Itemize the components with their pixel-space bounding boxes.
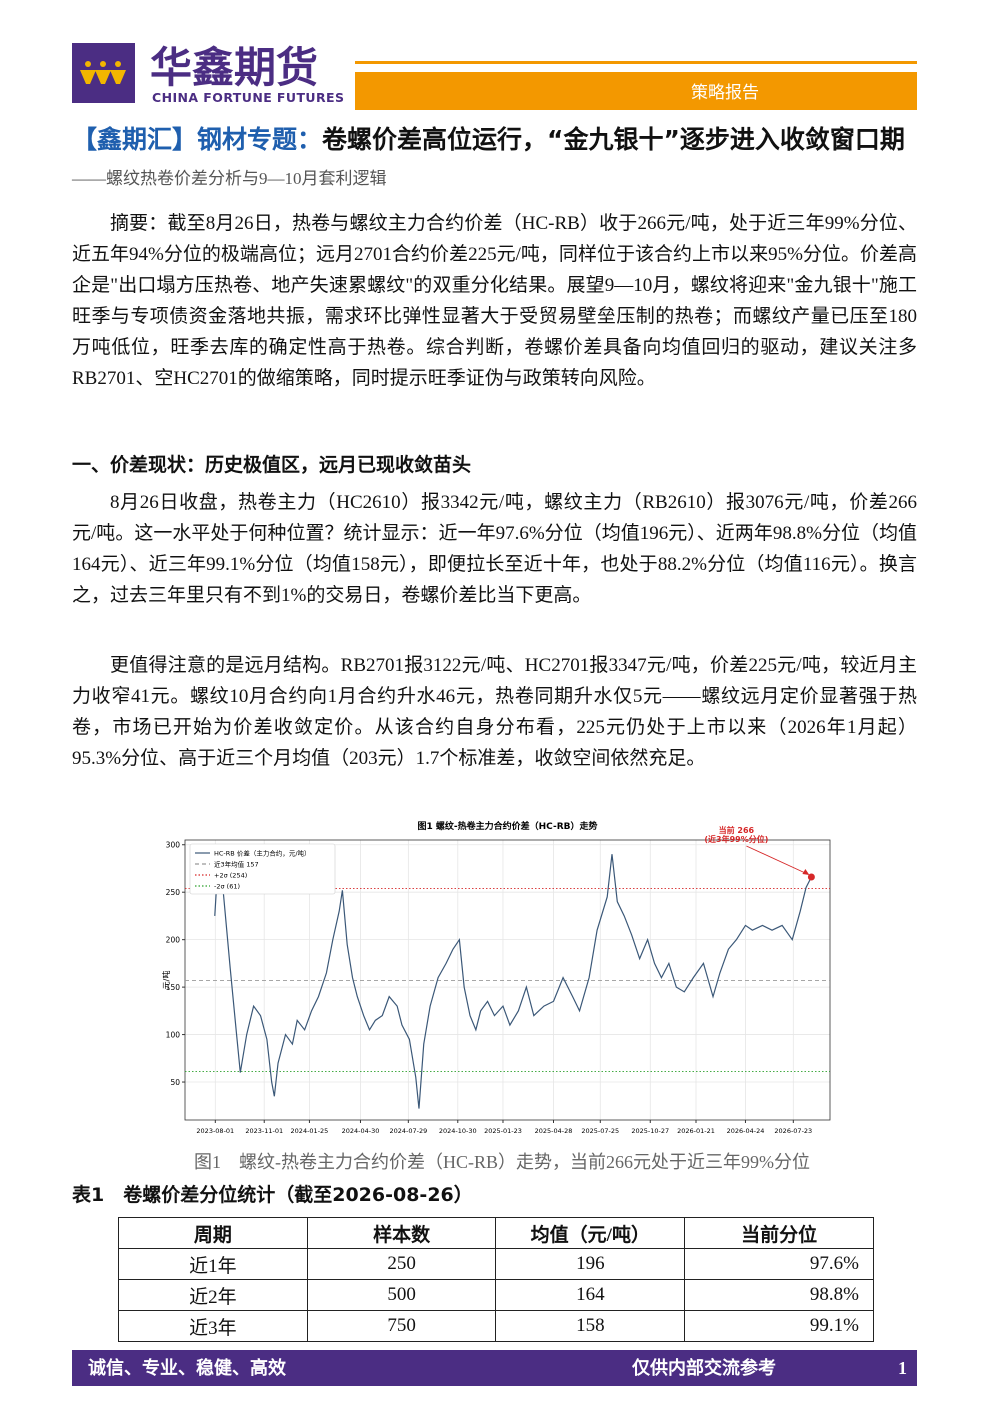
title: 【鑫期汇】钢材专题：卷螺价差高位运行，“金九银十”逐步进入收敛窗口期 ——螺纹热卷… bbox=[72, 122, 922, 197]
x-tick-label: 2025-07-25 bbox=[581, 1127, 619, 1135]
x-tick-label: 2025-01-23 bbox=[484, 1127, 522, 1135]
x-tick-label: 2024-04-30 bbox=[342, 1127, 380, 1135]
header-line bbox=[355, 61, 917, 64]
paragraph: 8月26日收盘，热卷主力（HC2610）报3342元/吨，螺纹主力（RB2610… bbox=[72, 492, 917, 606]
x-tick-label: 2023-08-01 bbox=[196, 1127, 234, 1135]
x-tick-label: 2024-07-29 bbox=[389, 1127, 427, 1135]
plot-frame bbox=[184, 839, 831, 1121]
cell: 158 bbox=[495, 1310, 686, 1342]
figure-caption: 图1 螺纹-热卷主力合约价差（HC-RB）走势，当前266元处于近三年99%分位 bbox=[194, 1152, 810, 1172]
cell: 99.1% bbox=[684, 1310, 874, 1342]
y-tick-label: 200 bbox=[166, 936, 181, 945]
legend-label: HC-RB 价差（主力合约，元/吨） bbox=[214, 849, 311, 858]
title-main: 卷螺价差高位运行，“金九银十”逐步进入收敛窗口期 bbox=[322, 125, 905, 154]
annotation-arrow bbox=[746, 845, 808, 875]
y-tick-label: 150 bbox=[166, 983, 181, 992]
table: 周期 样本数 均值（元/吨） 当前分位 近1年 250 196 97.6% 近2年 50… bbox=[118, 1217, 874, 1342]
cell: 近2年 bbox=[118, 1279, 308, 1311]
cell: 近3年 bbox=[118, 1310, 308, 1342]
cell: 250 bbox=[306, 1248, 497, 1280]
y-tick-label: 250 bbox=[166, 888, 181, 897]
y-tick-label: 50 bbox=[170, 1078, 180, 1087]
x-tick-label: 2025-04-28 bbox=[535, 1127, 573, 1135]
y-axis-label: 元/吨 bbox=[161, 971, 171, 990]
x-tick-label: 2025-10-27 bbox=[631, 1127, 669, 1135]
cell: 196 bbox=[495, 1248, 686, 1280]
cell: 750 bbox=[306, 1310, 497, 1342]
column-header: 周期 bbox=[118, 1217, 308, 1249]
legend: HC-RB 价差（主力合约，元/吨） 近3年均值 157 +2σ (254) -2σ … bbox=[189, 843, 336, 895]
legend-label: +2σ (254) bbox=[214, 872, 247, 880]
brand: 华鑫期货 bbox=[150, 43, 318, 92]
legend-box bbox=[189, 843, 336, 895]
paragraph: 更值得注意的是远月结构。RB2701报3122元/吨、HC2701报3347元/… bbox=[72, 655, 917, 769]
footer-slogan: 诚信、专业、稳健、高效 bbox=[88, 1358, 286, 1378]
table-row: 近3年 750 158 99.1% bbox=[118, 1310, 874, 1342]
section-heading: 一、价差现状：历史极值区，远月已现收敛苗头 bbox=[72, 454, 472, 476]
header: 华鑫期货 CHINA FORTUNE FUTURES 策略报告 bbox=[72, 43, 917, 110]
x-tick-label: 2023-11-01 bbox=[245, 1127, 283, 1135]
chart: 图1 螺纹-热卷主力合约价差（HC-RB）走势元/吨 50 100 150 200 250… bbox=[161, 820, 831, 1135]
cell: 97.6% bbox=[684, 1248, 874, 1280]
cell: 近1年 bbox=[118, 1248, 308, 1280]
abstract: 摘要：截至8月26日，热卷与螺纹主力合约价差（HC-RB）收于266元/吨，处于… bbox=[72, 213, 917, 389]
x-tick-label: 2026-07-23 bbox=[774, 1127, 812, 1135]
series-line bbox=[214, 854, 812, 1109]
cell: 98.8% bbox=[684, 1279, 874, 1311]
subtitle: ——螺纹热卷价差分析与9—10月套利逻辑 bbox=[72, 169, 387, 188]
y-tick-label: 100 bbox=[166, 1031, 181, 1040]
cell: 500 bbox=[306, 1279, 497, 1311]
column-header: 样本数 bbox=[306, 1217, 497, 1249]
annotation: 当前 266 bbox=[719, 825, 755, 835]
logo-figures bbox=[80, 61, 126, 84]
table-row: 近2年 500 164 98.8% bbox=[118, 1279, 874, 1311]
cell: 164 bbox=[495, 1279, 686, 1311]
report-type: 策略报告 bbox=[691, 83, 759, 102]
annotation: (近3年99%分位) bbox=[704, 834, 768, 844]
x-tick-label: 2024-10-30 bbox=[439, 1127, 477, 1135]
x-tick-label: 2026-04-24 bbox=[727, 1127, 765, 1135]
x-tick-label: 2024-01-25 bbox=[291, 1127, 329, 1135]
table-row: 近1年 250 196 97.6% bbox=[118, 1248, 874, 1280]
title-prefix: 【鑫期汇】钢材专题： bbox=[72, 125, 323, 154]
column-header: 均值（元/吨） bbox=[495, 1217, 686, 1249]
header-band bbox=[355, 72, 917, 110]
column-header: 当前分位 bbox=[684, 1217, 874, 1249]
footer: 诚信、专业、稳健、高效 仅供内部交流参考 1 bbox=[72, 1350, 917, 1386]
brand-en: CHINA FORTUNE FUTURES bbox=[152, 90, 344, 105]
table-title: 表1 卷螺价差分位统计（截至2026-08-26） bbox=[72, 1184, 473, 1206]
chart-title: 图1 螺纹-热卷主力合约价差（HC-RB）走势 bbox=[417, 820, 597, 832]
legend-label: -2σ (61) bbox=[214, 883, 240, 891]
arrow-head bbox=[802, 869, 810, 876]
current-point bbox=[807, 873, 815, 881]
page-number: 1 bbox=[898, 1358, 907, 1378]
table-header: 周期 样本数 均值（元/吨） 当前分位 bbox=[118, 1217, 874, 1249]
footer-notice: 仅供内部交流参考 bbox=[632, 1358, 776, 1378]
x-tick-label: 2026-01-21 bbox=[677, 1127, 715, 1135]
y-tick-label: 300 bbox=[166, 841, 181, 850]
legend-label: 近3年均值 157 bbox=[214, 860, 259, 869]
